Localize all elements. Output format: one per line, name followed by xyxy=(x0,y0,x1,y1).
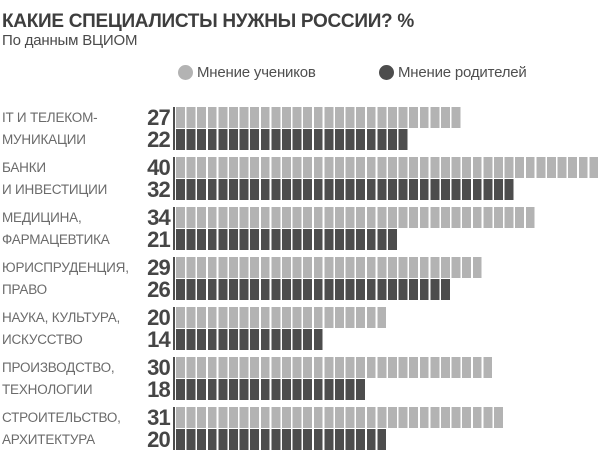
category-label: СТРОИТЕЛЬСТВО, АРХИТЕКТУРА xyxy=(0,407,141,450)
category-label-line: БАНКИ xyxy=(2,160,46,175)
value-labels: 31 20 xyxy=(141,405,171,452)
value-label-parents: 32 xyxy=(147,177,171,202)
value-label-parents: 26 xyxy=(147,277,171,302)
students-legend-label: Мнение учеников xyxy=(197,64,316,81)
category-label: IT И ТЕЛЕКОМ- МУНИКАЦИИ xyxy=(0,107,141,150)
category-label-line: ТЕХНОЛОГИИ xyxy=(2,382,93,397)
category-label-line: АРХИТЕКТУРА xyxy=(2,432,95,447)
value-labels: 20 14 xyxy=(141,305,171,352)
category-label: ПРОИЗВОДСТВО, ТЕХНОЛОГИИ xyxy=(0,357,141,400)
legend-item-parents: Мнение родителей xyxy=(379,64,527,81)
value-label-students: 31 xyxy=(147,405,171,430)
category-label-line: ФАРМАЦЕВТИКА xyxy=(2,232,110,247)
bar-parents xyxy=(176,429,387,450)
value-label-students: 34 xyxy=(147,205,171,230)
category-label-line: ПРАВО xyxy=(2,282,47,297)
category-label: МЕДИЦИНА, ФАРМАЦЕВТИКА xyxy=(0,207,141,250)
bar-parents xyxy=(176,179,514,200)
bar-pair xyxy=(173,157,599,200)
bar-students xyxy=(176,207,535,228)
category-label-line: НАУКА, КУЛЬТУРА, xyxy=(2,310,121,325)
bar-pair xyxy=(173,207,535,250)
value-label-students: 20 xyxy=(147,305,171,330)
value-label-parents: 20 xyxy=(147,427,171,452)
value-labels: 40 32 xyxy=(141,155,171,202)
category-label-line: IT И ТЕЛЕКОМ- xyxy=(2,110,98,125)
bar-pair xyxy=(173,357,493,400)
category-label-line: МЕДИЦИНА, xyxy=(2,210,82,225)
value-labels: 27 22 xyxy=(141,105,171,152)
bar-students xyxy=(176,257,482,278)
parents-legend-label: Мнение родителей xyxy=(398,64,527,81)
chart-group: МЕДИЦИНА, ФАРМАЦЕВТИКА 34 21 xyxy=(0,205,600,252)
parents-legend-swatch-icon xyxy=(379,65,394,80)
value-label-students: 30 xyxy=(147,355,171,380)
value-labels: 29 26 xyxy=(141,255,171,302)
category-label: ЮРИСПРУДЕНЦИЯ, ПРАВО xyxy=(0,257,141,300)
bar-pair xyxy=(173,307,387,350)
category-label-line: МУНИКАЦИИ xyxy=(2,132,86,147)
bar-students xyxy=(176,307,387,328)
legend-item-students: Мнение учеников xyxy=(178,64,316,81)
value-label-students: 40 xyxy=(147,155,171,180)
bar-parents xyxy=(176,329,323,350)
bar-parents xyxy=(176,129,408,150)
legend: Мнение учеников Мнение родителей xyxy=(0,64,600,82)
bar-pair xyxy=(173,107,461,150)
students-legend-swatch-icon xyxy=(178,65,193,80)
category-label-line: И ИНВЕСТИЦИИ xyxy=(2,182,108,197)
value-label-parents: 14 xyxy=(147,327,171,352)
value-label-students: 27 xyxy=(147,105,171,130)
bar-pair xyxy=(173,407,503,450)
category-label-line: СТРОИТЕЛЬСТВО, xyxy=(2,410,121,425)
value-labels: 34 21 xyxy=(141,205,171,252)
category-label: НАУКА, КУЛЬТУРА, ИСКУССТВО xyxy=(0,307,141,350)
chart-group: НАУКА, КУЛЬТУРА, ИСКУССТВО 20 14 xyxy=(0,305,600,352)
bar-chart: IT И ТЕЛЕКОМ- МУНИКАЦИИ 27 22 БАНКИ И ИНВЕСТИ… xyxy=(0,107,600,456)
value-label-students: 29 xyxy=(147,255,171,280)
chart-group: ЮРИСПРУДЕНЦИЯ, ПРАВО 29 26 xyxy=(0,255,600,302)
bar-parents xyxy=(176,279,450,300)
chart-group: БАНКИ И ИНВЕСТИЦИИ 40 32 xyxy=(0,155,600,202)
bar-students xyxy=(176,407,503,428)
chart-group: СТРОИТЕЛЬСТВО, АРХИТЕКТУРА 31 20 xyxy=(0,405,600,452)
bar-students xyxy=(176,357,493,378)
chart-group: ПРОИЗВОДСТВО, ТЕХНОЛОГИИ 30 18 xyxy=(0,355,600,402)
category-label: БАНКИ И ИНВЕСТИЦИИ xyxy=(0,157,141,200)
chart-group: IT И ТЕЛЕКОМ- МУНИКАЦИИ 27 22 xyxy=(0,105,600,152)
value-label-parents: 18 xyxy=(147,377,171,402)
bar-parents xyxy=(176,379,366,400)
bar-students xyxy=(176,107,461,128)
category-label-line: ПРОИЗВОДСТВО, xyxy=(2,360,115,375)
chart-subtitle: По данным ВЦИОМ xyxy=(2,32,138,49)
category-label-line: ЮРИСПРУДЕНЦИЯ, xyxy=(2,260,129,275)
bar-students xyxy=(176,157,599,178)
bar-parents xyxy=(176,229,397,250)
chart-title: КАКИЕ СПЕЦИАЛИСТЫ НУЖНЫ РОССИИ? % xyxy=(2,11,414,32)
value-label-parents: 21 xyxy=(147,227,171,252)
category-label-line: ИСКУССТВО xyxy=(2,332,83,347)
value-label-parents: 22 xyxy=(147,127,171,152)
value-labels: 30 18 xyxy=(141,355,171,402)
bar-pair xyxy=(173,257,482,300)
